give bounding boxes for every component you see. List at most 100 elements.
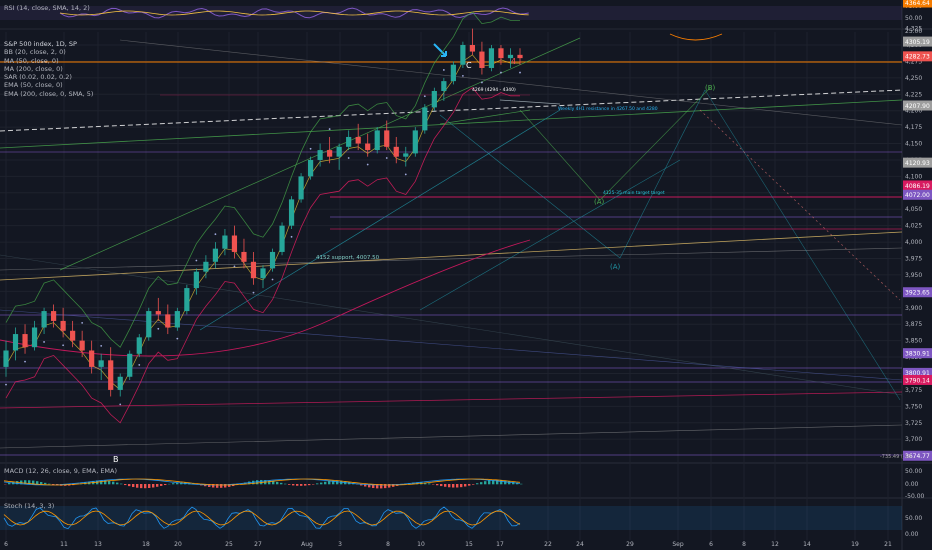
macd-bar bbox=[484, 481, 487, 485]
macd-bar bbox=[144, 484, 147, 489]
macd-bar bbox=[364, 484, 367, 487]
x-tick-label: 8 bbox=[386, 541, 390, 548]
candle-body bbox=[355, 136, 361, 144]
macd-bar bbox=[228, 484, 231, 487]
y-tick-label: 4,175 bbox=[905, 124, 922, 131]
candle-body bbox=[431, 90, 437, 108]
sar-dot bbox=[214, 233, 217, 236]
macd-bar bbox=[152, 484, 155, 488]
x-tick-label: 21 bbox=[884, 541, 892, 548]
triangle-line bbox=[499, 99, 561, 105]
x-tick-label: 8 bbox=[742, 541, 746, 548]
macd-bar bbox=[520, 483, 523, 485]
candle-body bbox=[193, 271, 199, 289]
sar-dot bbox=[481, 81, 483, 84]
x-tick-label: 20 bbox=[174, 541, 182, 548]
macd-bar bbox=[492, 479, 495, 485]
main-legend: S&P 500 index, 1D, SP BB (20, close, 2, … bbox=[4, 40, 93, 98]
price-label: 3830.91 bbox=[905, 350, 930, 357]
price-label: 4072.00 bbox=[905, 192, 930, 199]
macd-bar bbox=[440, 484, 443, 487]
candle-body bbox=[41, 311, 47, 328]
sar-dot bbox=[404, 173, 407, 176]
macd-bar bbox=[44, 482, 47, 485]
macd-bar bbox=[280, 482, 283, 485]
legend-bb: BB (20, close, 2, 0) bbox=[4, 48, 66, 57]
macd-bar bbox=[240, 483, 243, 485]
candle-body bbox=[422, 107, 428, 131]
rsi-ma-line bbox=[59, 10, 529, 16]
sar-dot bbox=[461, 74, 464, 77]
candle-body bbox=[441, 81, 447, 91]
price-label: 3790.14 bbox=[905, 377, 930, 384]
macd-bar bbox=[436, 484, 439, 486]
candle-body bbox=[127, 353, 133, 377]
forecast-path bbox=[519, 109, 601, 201]
resistance-annotation: Weekly 4H1 resistance in 4267.50 and 428… bbox=[558, 106, 658, 112]
candle-body bbox=[212, 248, 219, 262]
candle-body bbox=[288, 199, 295, 226]
sar-dot bbox=[366, 163, 369, 166]
candle-body bbox=[336, 146, 342, 157]
sar-dot bbox=[442, 69, 445, 71]
sar-dot bbox=[138, 364, 141, 366]
forecast-path bbox=[599, 87, 711, 201]
macd-bar bbox=[372, 484, 375, 489]
forecast-path bbox=[704, 89, 901, 401]
x-tick-label: 13 bbox=[94, 541, 102, 548]
wave-4-label: 4 bbox=[511, 57, 516, 66]
candle-body bbox=[98, 360, 104, 367]
sar-dot bbox=[252, 291, 255, 294]
macd-bar bbox=[268, 480, 271, 485]
price-label-bg bbox=[903, 287, 932, 298]
x-tick-label: 22 bbox=[544, 541, 552, 548]
stoch-band bbox=[0, 506, 902, 530]
wave-a-label: (A) bbox=[594, 198, 605, 206]
stoch-tick-label: 0.00 bbox=[905, 531, 919, 538]
macd-line bbox=[3, 478, 521, 486]
price-label: 3674.77 bbox=[905, 453, 930, 460]
support-annotation: 4152 support, 4007.50 bbox=[316, 255, 380, 261]
candle-body bbox=[174, 311, 180, 328]
macd-bar bbox=[160, 484, 163, 486]
macd-tick-label: -50.00 bbox=[905, 493, 925, 500]
macd-bar bbox=[488, 480, 491, 485]
macd-bar bbox=[120, 483, 123, 485]
macd-bar bbox=[216, 484, 219, 488]
macd-bar bbox=[380, 484, 383, 489]
candle-body bbox=[384, 130, 390, 147]
candle-body bbox=[393, 146, 399, 157]
x-tick-label: 12 bbox=[771, 541, 779, 548]
macd-bar bbox=[292, 484, 295, 486]
y-tick-label: 4,150 bbox=[905, 141, 922, 148]
macd-bar bbox=[224, 484, 227, 488]
channel-line bbox=[419, 159, 681, 311]
candle-body bbox=[250, 261, 257, 279]
macd-bar bbox=[32, 480, 35, 485]
price-annotation: 4269 (4294 - 4340) bbox=[472, 87, 516, 93]
macd-bar bbox=[28, 480, 31, 485]
macd-bar bbox=[496, 479, 499, 485]
price-label-bg bbox=[903, 450, 932, 461]
macd-bar bbox=[40, 481, 43, 485]
price-label-bg bbox=[903, 0, 932, 8]
y-tick-label: 3,850 bbox=[905, 338, 922, 345]
rsi-label: RSI (14, close, SMA, 14, 2) bbox=[4, 4, 90, 12]
y-tick-label: 4,100 bbox=[905, 173, 922, 180]
macd-bar bbox=[176, 482, 179, 485]
candle-body bbox=[12, 334, 19, 351]
macd-bar bbox=[308, 484, 311, 486]
candle-body bbox=[498, 48, 504, 59]
y-tick-label: 4,225 bbox=[905, 91, 922, 98]
macd-bar bbox=[328, 481, 331, 485]
price-label: 4282.73 bbox=[905, 54, 930, 61]
macd-bar bbox=[516, 482, 519, 485]
macd-bar bbox=[124, 484, 127, 486]
trendline bbox=[0, 424, 903, 449]
price-label-bg bbox=[903, 100, 932, 111]
price-label-bg bbox=[903, 180, 932, 191]
rsi-band bbox=[0, 6, 902, 20]
y-tick-label: 4,000 bbox=[905, 239, 922, 246]
candle-body bbox=[307, 159, 314, 177]
